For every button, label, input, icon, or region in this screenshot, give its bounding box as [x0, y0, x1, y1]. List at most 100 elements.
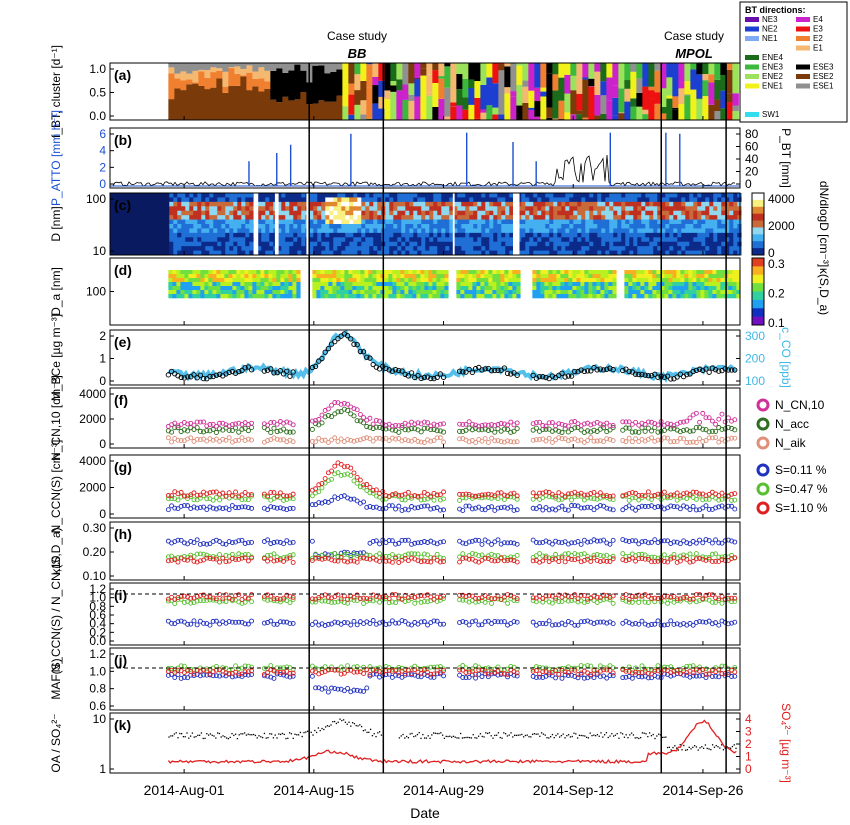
- kappa-cell: [384, 290, 389, 295]
- heatmap-cell: [349, 206, 354, 212]
- heatmap-cell: [453, 224, 458, 229]
- data-point: [287, 429, 293, 435]
- data-point: [597, 366, 604, 372]
- kappa-cell: [196, 270, 201, 275]
- heatmap-cell: [457, 210, 462, 216]
- kappa-cell: [220, 290, 225, 295]
- data-point: [239, 537, 245, 543]
- kappa-cell: [428, 278, 433, 283]
- heatmap-cell: [537, 219, 542, 225]
- heatmap-cell: [637, 215, 642, 221]
- heatmap-cell: [217, 193, 222, 198]
- heatmap-cell: [717, 219, 722, 225]
- heatmap-cell: [413, 228, 418, 234]
- heatmap-cell: [677, 250, 682, 256]
- heatmap-cell: [313, 210, 318, 216]
- heatmap-cell: [241, 232, 246, 238]
- kappa-cell: [436, 278, 441, 283]
- heatmap-cell: [541, 232, 546, 238]
- kappa-cell: [200, 278, 205, 283]
- data-point: [604, 558, 610, 564]
- kappa-cell: [360, 290, 365, 295]
- heatmap-cell: [361, 237, 366, 243]
- cluster-bar: [414, 78, 421, 80]
- data-point: [204, 541, 210, 547]
- heatmap-cell: [545, 206, 550, 212]
- heatmap-cell: [509, 210, 514, 216]
- kappa-cell: [732, 294, 737, 299]
- heatmap-cell: [593, 246, 598, 252]
- heatmap-cell: [685, 210, 690, 216]
- heatmap-cell: [233, 246, 238, 252]
- data-point: [575, 538, 581, 544]
- data-point: [373, 487, 379, 493]
- data-point: [261, 493, 267, 499]
- heatmap-cell: [629, 201, 634, 207]
- heatmap-cell: [597, 246, 602, 252]
- data-point: [482, 555, 488, 561]
- heatmap-cell: [449, 197, 454, 203]
- kappa-cell: [184, 282, 189, 287]
- data-point: [389, 559, 395, 565]
- data-gap: [306, 193, 309, 255]
- heatmap-cell: [505, 201, 510, 207]
- heatmap-cell: [357, 210, 362, 216]
- data-point: [357, 348, 364, 355]
- heatmap-cell: [313, 228, 318, 234]
- cluster-bar: [174, 88, 181, 120]
- data-point: [703, 438, 709, 443]
- heatmap-cell: [169, 197, 174, 203]
- data-point: [165, 507, 171, 513]
- heatmap-cell: [609, 197, 614, 203]
- kappa-cell: [576, 294, 581, 299]
- heatmap-cell: [505, 210, 510, 216]
- heatmap-cell: [197, 224, 202, 229]
- heatmap-cell: [285, 215, 290, 221]
- heatmap-cell: [601, 206, 606, 212]
- data-point: [585, 504, 591, 510]
- heatmap-cell: [505, 232, 510, 238]
- data-point: [508, 494, 514, 500]
- kappa-cell: [476, 274, 481, 279]
- heatmap-cell: [685, 201, 690, 207]
- heatmap-cell: [653, 228, 658, 234]
- heatmap-cell: [485, 241, 490, 247]
- heatmap-cell: [569, 215, 574, 221]
- kappa-cell: [376, 290, 381, 295]
- data-point: [713, 558, 719, 564]
- data-point: [249, 618, 255, 624]
- heatmap-cell: [605, 241, 610, 247]
- heatmap-cell: [653, 197, 658, 203]
- data-point: [639, 556, 645, 561]
- heatmap-cell: [229, 250, 234, 256]
- heatmap-cell: [437, 232, 442, 238]
- heatmap-cell: [621, 228, 626, 234]
- heatmap-cell: [281, 224, 286, 229]
- heatmap-cell: [197, 232, 202, 238]
- data-point: [344, 332, 351, 339]
- data-point: [514, 439, 520, 445]
- heatmap-cell: [541, 224, 546, 229]
- heatmap-cell: [473, 215, 478, 221]
- kappa-cell: [192, 286, 197, 291]
- heatmap-cell: [293, 210, 298, 216]
- heatmap-cell: [317, 237, 322, 243]
- cluster-bar: [210, 72, 217, 88]
- data-point: [671, 439, 677, 444]
- heatmap-cell: [505, 193, 510, 198]
- heatmap-cell: [405, 237, 410, 243]
- heatmap-cell: [721, 228, 726, 234]
- data-point: [421, 497, 427, 502]
- heatmap-cell: [417, 228, 422, 234]
- heatmap-cell: [249, 250, 254, 256]
- data-point: [408, 370, 415, 376]
- kappa-cell: [556, 270, 561, 275]
- heatmap-cell: [689, 237, 694, 243]
- heatmap-cell: [417, 201, 422, 207]
- heatmap-cell: [309, 219, 314, 225]
- kappa-cell: [360, 274, 365, 279]
- heatmap-cell: [337, 206, 342, 212]
- heatmap-cell: [681, 206, 686, 212]
- heatmap-cell: [413, 215, 418, 221]
- data-point: [239, 504, 245, 510]
